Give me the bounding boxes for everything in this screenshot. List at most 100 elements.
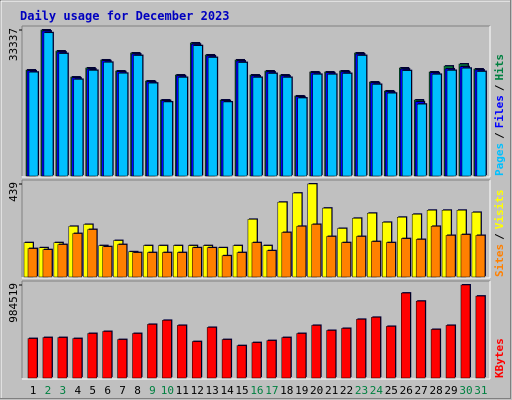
bar [282,77,293,177]
x-tick-label: 31 [474,384,487,397]
x-tick-label: 16 [250,384,263,397]
bar [27,338,38,379]
legend-entry: Sites [493,244,506,277]
x-tick-label: 7 [119,384,126,397]
bar [401,238,411,278]
bar [117,244,127,278]
bar [221,339,232,379]
bar [207,57,218,177]
bar [206,327,217,379]
x-tick-label: 14 [220,384,234,397]
bar [147,324,157,379]
legend-entry: Visits [493,190,506,230]
bar [430,329,441,379]
y-tick-label: 33337 [7,28,20,61]
bar [57,337,68,379]
x-tick-label: 10 [161,384,174,397]
x-tick-label: 15 [235,384,248,397]
bar [27,248,38,278]
legend-separator: / [493,233,506,240]
bar [148,82,158,177]
x-tick-label: 27 [415,384,428,397]
legend-entry: Files [493,95,506,128]
legend: Pages / Files / Hits [493,54,506,176]
bar [133,55,143,177]
bar [342,73,352,177]
bar [28,71,39,177]
x-tick-label: 5 [89,384,96,397]
x-tick-label: 24 [370,384,384,397]
bar [252,77,263,177]
bar [281,337,292,379]
bar [177,325,187,379]
bar [356,319,366,379]
x-tick-label: 8 [134,384,141,397]
bar [163,101,173,177]
bar [476,71,487,177]
bar [132,252,142,278]
bar [147,252,157,278]
bar [192,45,203,177]
bar [371,241,381,278]
x-tick-label: 28 [429,384,442,397]
x-tick-label: 25 [385,384,398,397]
x-tick-label: 22 [340,384,353,397]
bar [430,226,441,278]
bar [296,226,306,278]
bar [102,246,112,278]
bar [371,317,381,379]
x-tick-label: 9 [149,384,156,397]
x-tick-label: 1 [30,384,37,397]
x-tick-label: 18 [280,384,293,397]
legend-separator: / [493,132,506,139]
bar [387,92,397,177]
x-tick-label: 12 [191,384,204,397]
bar [42,337,53,379]
bar [402,70,412,177]
bar [72,233,83,278]
x-tick-label: 21 [325,384,338,397]
bar [221,255,232,278]
bar [311,325,321,379]
bar [162,320,172,379]
y-tick-label: 984519 [7,283,20,323]
bar [73,79,84,177]
bar [327,74,337,177]
bar [43,32,54,177]
legend: KBytes [493,338,506,378]
bar [475,235,486,278]
bar [311,224,321,278]
bar [57,244,68,278]
bar [416,103,427,177]
bar [445,235,456,278]
bar [251,242,262,278]
bar [58,53,69,177]
bar [475,295,486,379]
legend-separator: / [493,84,506,91]
x-tick-label: 19 [295,384,308,397]
bar [296,333,306,379]
bar [446,70,457,177]
bar [102,331,112,379]
bar [415,300,426,379]
bar [461,68,472,177]
bar [267,73,278,177]
bar [445,325,456,379]
bar [132,333,142,379]
x-tick-label: 20 [310,384,323,397]
bar [251,342,262,379]
bar [372,84,382,177]
bar [206,247,217,278]
bar [87,333,97,379]
bar [191,247,202,278]
legend-entry: Hits [493,54,506,81]
bar [386,242,396,278]
bar [356,236,366,278]
bar [222,101,233,177]
x-tick-label: 29 [444,384,457,397]
bar [281,232,292,278]
bar [326,236,336,278]
bar [162,252,172,278]
x-tick-label: 26 [400,384,413,397]
